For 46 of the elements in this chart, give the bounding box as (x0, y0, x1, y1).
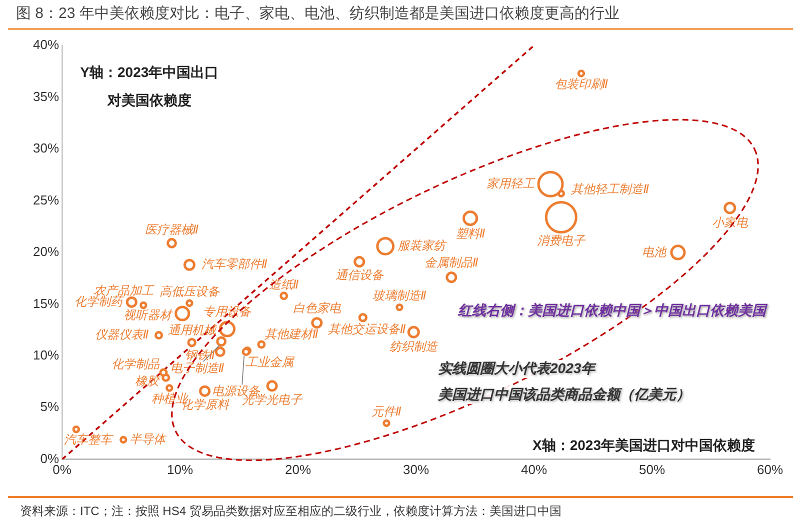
x-tick-label: 10% (167, 462, 194, 477)
series-label: 消费电子 (537, 234, 586, 248)
series-label: 工业金属 (245, 355, 296, 370)
series-label: 金属制品Ⅱ (424, 256, 478, 270)
y-tick-label: 5% (40, 399, 60, 414)
chart-title: 图 8：23 年中美依赖度对比：电子、家电、电池、纺织制造都是美国进口依赖度更高的行业 (16, 4, 620, 23)
annotation: 红线右侧：美国进口依赖中国＞中国出口依赖美国 (458, 302, 766, 320)
series-label: 白色家电 (292, 301, 342, 316)
series-label: 服装家纺 (397, 238, 448, 253)
y-tick-label: 30% (32, 140, 60, 156)
series-label: 汽车整车 (64, 432, 114, 447)
annotation: 实线圆圈大小代表2023年 (438, 360, 596, 378)
series-label: 元件Ⅱ (372, 404, 402, 419)
series-label: 仪器仪表Ⅱ (94, 328, 149, 342)
series-label: 其他轻工制造Ⅱ (571, 182, 650, 196)
series-label: 家用轻工 (486, 176, 536, 190)
x-tick-label: 30% (402, 462, 430, 477)
series-label: 视听器材 (123, 308, 174, 322)
series-label: 通信设备 (335, 268, 384, 282)
x-tick-label: 60% (756, 462, 784, 477)
x-axis-title: X轴：2023年美国进口对中国依赖度 (532, 437, 755, 455)
series-label: 汽车零部件Ⅱ (202, 257, 268, 272)
y-tick-label: 20% (32, 244, 60, 260)
series-label: 半导体 (129, 432, 168, 446)
series-label: 化学制品 (111, 356, 160, 371)
x-tick-label: 20% (284, 462, 312, 477)
y-axis-title: Y轴：2023年中国出口对美国依赖度 (79, 63, 220, 110)
y-tick-label: 35% (32, 88, 60, 104)
annotation: 美国进口中国该品类商品金额（亿美元） (438, 386, 690, 404)
text: 资料来源：ITC；注：按照 HS4 贸易品类数据对应至相应的二级行业，依赖度计算方法：美国进口中国 (20, 503, 562, 520)
series-label: 其他建材Ⅱ (264, 326, 318, 341)
y-tick-label: 15% (32, 296, 60, 311)
series-label: 塑料Ⅱ (455, 226, 486, 241)
series-label: 纺织制造 (390, 339, 439, 354)
series-label: 包装印刷Ⅱ (554, 76, 608, 91)
series-label: 橡胶 (134, 374, 161, 388)
series-label: 医疗器械Ⅱ (144, 222, 199, 236)
series-label: 玻璃制造Ⅱ (372, 288, 427, 303)
x-tick-label: 50% (638, 462, 666, 477)
y-tick-label: 40% (32, 37, 60, 52)
y-tick-label: 25% (32, 192, 60, 208)
series-label: 电池 (642, 244, 667, 259)
y-tick-label: 10% (32, 348, 60, 363)
series-label: 高低压设备 (159, 284, 220, 298)
series-label: 其他交运设备Ⅱ (328, 322, 406, 336)
x-tick-label: 40% (520, 462, 548, 477)
